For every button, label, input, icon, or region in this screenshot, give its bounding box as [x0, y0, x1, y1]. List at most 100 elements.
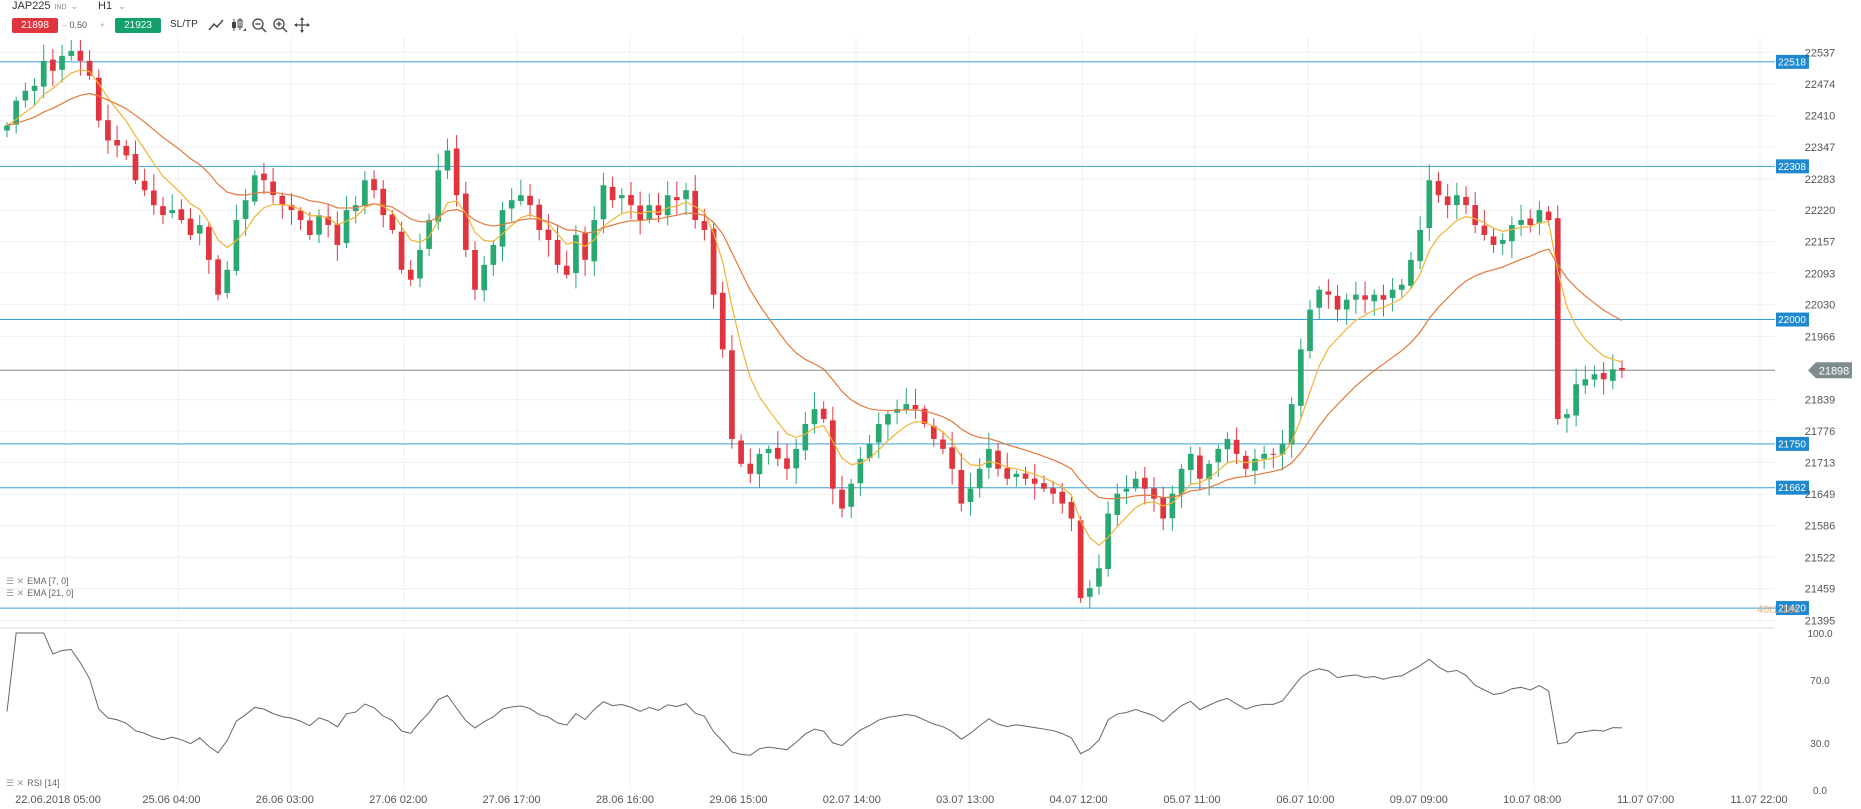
- line-tool-icon[interactable]: [207, 16, 225, 34]
- candle: [1518, 204, 1524, 237]
- candle: [1068, 496, 1075, 532]
- candle: [306, 211, 313, 241]
- candle-body: [371, 179, 377, 191]
- candle: [334, 211, 341, 261]
- candle: [563, 250, 570, 279]
- candle-body: [1490, 236, 1497, 245]
- candle-body: [591, 220, 598, 262]
- candle: [453, 135, 460, 207]
- candle-body: [196, 225, 203, 234]
- candle-body: [1086, 588, 1093, 597]
- candle-body: [462, 193, 469, 250]
- time-tick-label: 09.07 09:00: [1390, 794, 1448, 806]
- candle: [1536, 200, 1543, 236]
- candle: [1426, 164, 1433, 242]
- price-tick-label: 21776: [1805, 426, 1836, 438]
- ema21-legend[interactable]: ☰ ✕ EMA [21, 0]: [6, 588, 74, 599]
- time-tick-label: 02.07 14:00: [823, 794, 881, 806]
- candle-type-icon[interactable]: [229, 16, 247, 34]
- candle: [343, 195, 350, 249]
- candle-body: [288, 204, 295, 211]
- ema7-label: EMA [7, 0]: [27, 576, 69, 586]
- candle: [40, 44, 47, 99]
- candle: [1123, 475, 1130, 505]
- symbol-selector[interactable]: JAP225 IND ⌄: [12, 0, 78, 12]
- candle: [857, 446, 864, 497]
- level-tag: [1776, 159, 1809, 174]
- candle-body: [637, 205, 643, 221]
- candle: [820, 401, 827, 424]
- candle: [68, 40, 75, 61]
- candle: [1325, 279, 1332, 309]
- crosshair-icon[interactable]: [293, 16, 311, 34]
- candle-body: [343, 210, 350, 244]
- time-tick-label: 05.07 11:00: [1163, 794, 1220, 806]
- candle-body: [756, 453, 763, 475]
- candle: [407, 260, 414, 287]
- candle-body: [866, 443, 873, 459]
- candle-body: [655, 205, 662, 216]
- candle-body: [1261, 453, 1267, 459]
- zoom-in-icon[interactable]: [271, 16, 289, 34]
- candle-body: [187, 218, 194, 235]
- candle: [1022, 466, 1029, 486]
- menu-icon[interactable]: ☰ ✕: [6, 778, 25, 788]
- quantity-stepper[interactable]: – 0.50 +: [62, 18, 112, 33]
- candle: [774, 431, 781, 467]
- candle-body: [875, 424, 882, 443]
- candle-body: [839, 489, 845, 509]
- candle: [719, 281, 726, 358]
- candle-body: [444, 150, 451, 171]
- candle: [995, 442, 1001, 477]
- sltp-button[interactable]: SL/TP: [170, 19, 198, 30]
- sell-button[interactable]: 21898: [12, 18, 58, 33]
- candle: [1297, 338, 1304, 419]
- candle-body: [407, 269, 414, 280]
- candle: [967, 472, 974, 516]
- candle-body: [784, 458, 790, 469]
- candle-body: [1132, 478, 1139, 489]
- candle: [1279, 429, 1286, 471]
- candle-body: [628, 195, 634, 206]
- candle: [215, 255, 221, 301]
- ema7-legend[interactable]: ☰ ✕ EMA [7, 0]: [6, 576, 69, 587]
- time-tick-label: 27.06 02:00: [369, 794, 427, 806]
- candle: [1096, 554, 1102, 595]
- candle: [105, 104, 111, 154]
- time-tick-label: 03.07 13:00: [936, 794, 994, 806]
- candle-body: [683, 190, 689, 200]
- candle-body: [692, 190, 699, 221]
- candle-body: [1270, 453, 1277, 455]
- candle: [930, 418, 937, 447]
- candle-body: [1591, 374, 1598, 380]
- candle-body: [426, 220, 432, 249]
- time-tick-label: 25.06 04:00: [142, 794, 200, 806]
- candle: [866, 434, 873, 462]
- qty-plus-button[interactable]: +: [99, 20, 105, 30]
- candle-body: [536, 204, 543, 231]
- menu-icon[interactable]: ☰ ✕: [6, 588, 25, 598]
- horizontal-levels[interactable]: 22518 22308 22000 21750 21662 21420: [0, 54, 1809, 616]
- candle: [1151, 476, 1157, 512]
- candle-body: [178, 209, 185, 221]
- rsi-legend[interactable]: ☰ ✕ RSI [14]: [6, 778, 60, 789]
- candle-body: [857, 458, 864, 484]
- time-tick-label: 04.07 12:00: [1050, 794, 1108, 806]
- zoom-out-icon[interactable]: [250, 16, 268, 34]
- candle: [1389, 277, 1396, 312]
- candle-body: [1252, 458, 1258, 471]
- candle: [1141, 466, 1148, 505]
- candle-body: [4, 125, 10, 131]
- candle: [22, 82, 29, 108]
- level-tag-label: 21662: [1778, 483, 1806, 494]
- qty-minus-button[interactable]: –: [62, 20, 68, 30]
- timeframe-selector[interactable]: H1 ⌄: [98, 0, 126, 12]
- menu-icon[interactable]: ☰ ✕: [6, 576, 25, 586]
- candlestick-series: [4, 39, 1625, 609]
- candle: [1233, 427, 1240, 465]
- buy-button[interactable]: 21923: [115, 18, 161, 33]
- candle-body: [508, 200, 515, 209]
- qty-value[interactable]: 0.50: [69, 20, 88, 30]
- candle: [444, 138, 451, 180]
